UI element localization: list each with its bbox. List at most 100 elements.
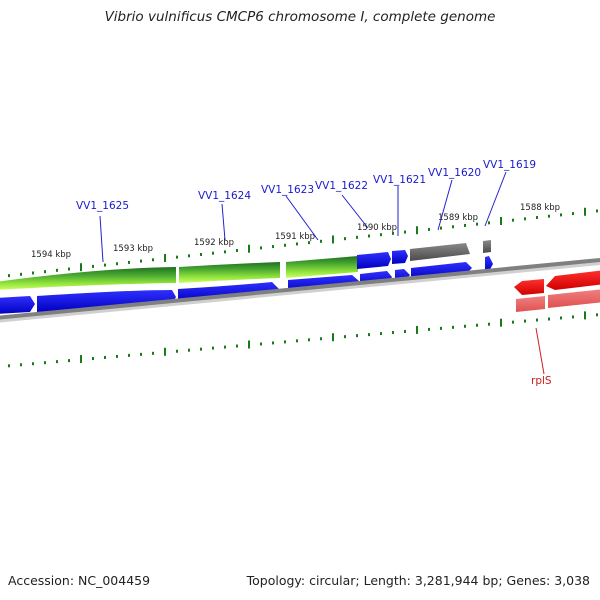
tick-mark xyxy=(20,272,22,276)
tick-mark xyxy=(272,341,274,345)
tick-mark xyxy=(440,226,442,230)
gene-label-vv1-1624[interactable]: VV1_1624 xyxy=(198,190,251,202)
green-track-segment-2[interactable] xyxy=(179,262,280,283)
tick-mark xyxy=(188,348,190,352)
tick-mark xyxy=(584,207,586,216)
tick-mark xyxy=(560,213,562,217)
tick-mark xyxy=(44,361,46,365)
tick-mark xyxy=(584,311,586,320)
tick-mark xyxy=(344,335,346,339)
tick-mark xyxy=(284,340,286,344)
tick-mark xyxy=(272,245,274,249)
tick-mark xyxy=(260,246,262,250)
tick-mark xyxy=(176,255,178,259)
gene-label-vv1-1625[interactable]: VV1_1625 xyxy=(76,200,129,212)
gene-rpls[interactable] xyxy=(516,296,545,312)
tick-mark xyxy=(368,234,370,238)
tick-mark xyxy=(476,323,478,327)
tick-mark xyxy=(308,338,310,342)
tick-mark xyxy=(332,333,334,342)
gene-label-vv1-1619[interactable]: VV1_1619 xyxy=(483,159,536,171)
gene-vv1-1619[interactable] xyxy=(485,256,493,272)
tick-mark xyxy=(248,244,250,253)
tick-mark xyxy=(452,325,454,329)
gray-feature-box-1[interactable] xyxy=(410,243,470,261)
ruler-label: 1592 kbp xyxy=(194,238,234,248)
tick-mark xyxy=(500,217,502,225)
gene-vv1-1625[interactable] xyxy=(37,290,176,312)
tick-mark xyxy=(92,357,94,361)
tick-mark xyxy=(80,355,82,364)
tick-mark xyxy=(572,212,574,216)
tick-mark xyxy=(380,233,382,237)
tick-mark xyxy=(344,237,346,241)
gene-vv1-1621-upper[interactable] xyxy=(392,250,408,264)
tick-mark xyxy=(548,214,550,218)
gene-red-2[interactable] xyxy=(546,270,600,290)
ruler-label: 1589 kbp xyxy=(438,213,478,223)
tick-mark xyxy=(200,253,202,256)
tick-mark xyxy=(428,327,430,331)
gene-red-1[interactable] xyxy=(514,279,544,295)
tick-mark xyxy=(488,221,490,225)
ruler-label: 1593 kbp xyxy=(113,244,153,254)
tick-mark xyxy=(92,264,94,268)
tick-mark xyxy=(464,324,466,328)
tick-mark xyxy=(368,333,370,337)
tick-mark xyxy=(308,241,310,245)
tick-mark xyxy=(44,270,46,274)
gene-label-vv1-1621[interactable]: VV1_1621 xyxy=(373,174,426,186)
tick-mark xyxy=(104,355,106,359)
tick-mark xyxy=(416,226,418,235)
gene-label-leaders xyxy=(99,171,507,263)
tick-mark xyxy=(8,274,10,278)
tick-mark xyxy=(596,313,598,317)
chromosome-backbone xyxy=(0,258,600,320)
tick-mark xyxy=(32,271,34,275)
tick-mark xyxy=(512,320,514,324)
green-track-segment-3[interactable] xyxy=(286,256,358,278)
tick-mark xyxy=(536,216,538,220)
gray-feature-box-2[interactable] xyxy=(483,240,491,253)
gene-pink-2[interactable] xyxy=(548,289,600,308)
tick-mark xyxy=(284,243,286,247)
tick-mark xyxy=(392,231,394,235)
tick-mark xyxy=(236,344,238,348)
ruler-label: 1594 kbp xyxy=(31,250,71,260)
gene-label-vv1-1622[interactable]: VV1_1622 xyxy=(315,180,368,192)
tick-mark xyxy=(548,317,550,321)
tick-mark xyxy=(236,249,238,253)
tick-mark xyxy=(404,230,406,234)
tick-mark xyxy=(140,259,142,263)
inner-tick-ring xyxy=(8,311,598,368)
tick-mark xyxy=(212,251,214,255)
tick-mark xyxy=(164,253,166,262)
tick-mark xyxy=(200,347,202,351)
ruler-label: 1588 kbp xyxy=(520,203,560,213)
tick-mark xyxy=(320,337,322,341)
green-track-segment-1[interactable] xyxy=(0,267,176,290)
gene-label-vv1-1620[interactable]: VV1_1620 xyxy=(428,167,481,179)
tick-mark xyxy=(572,315,574,319)
tick-mark xyxy=(488,322,490,326)
tick-mark xyxy=(68,359,70,363)
tick-mark xyxy=(116,354,118,358)
tick-mark xyxy=(596,209,598,213)
tick-mark xyxy=(176,349,178,353)
tick-mark xyxy=(476,222,478,226)
gene-blue-1[interactable] xyxy=(0,296,35,314)
tick-mark xyxy=(392,331,394,335)
gene-vv1-1622-upper[interactable] xyxy=(357,252,391,269)
gene-label-vv1-1623[interactable]: VV1_1623 xyxy=(261,184,314,196)
gene-label-rpls[interactable]: rplS xyxy=(531,375,552,387)
tick-mark xyxy=(8,364,10,368)
tick-mark xyxy=(524,217,526,221)
accession-text: Accession: NC_004459 xyxy=(8,573,151,588)
tick-mark xyxy=(20,363,22,367)
tick-mark xyxy=(464,223,466,227)
tick-mark xyxy=(248,340,250,349)
tick-mark xyxy=(296,339,298,343)
tick-mark xyxy=(260,342,262,346)
tick-mark xyxy=(560,316,562,320)
